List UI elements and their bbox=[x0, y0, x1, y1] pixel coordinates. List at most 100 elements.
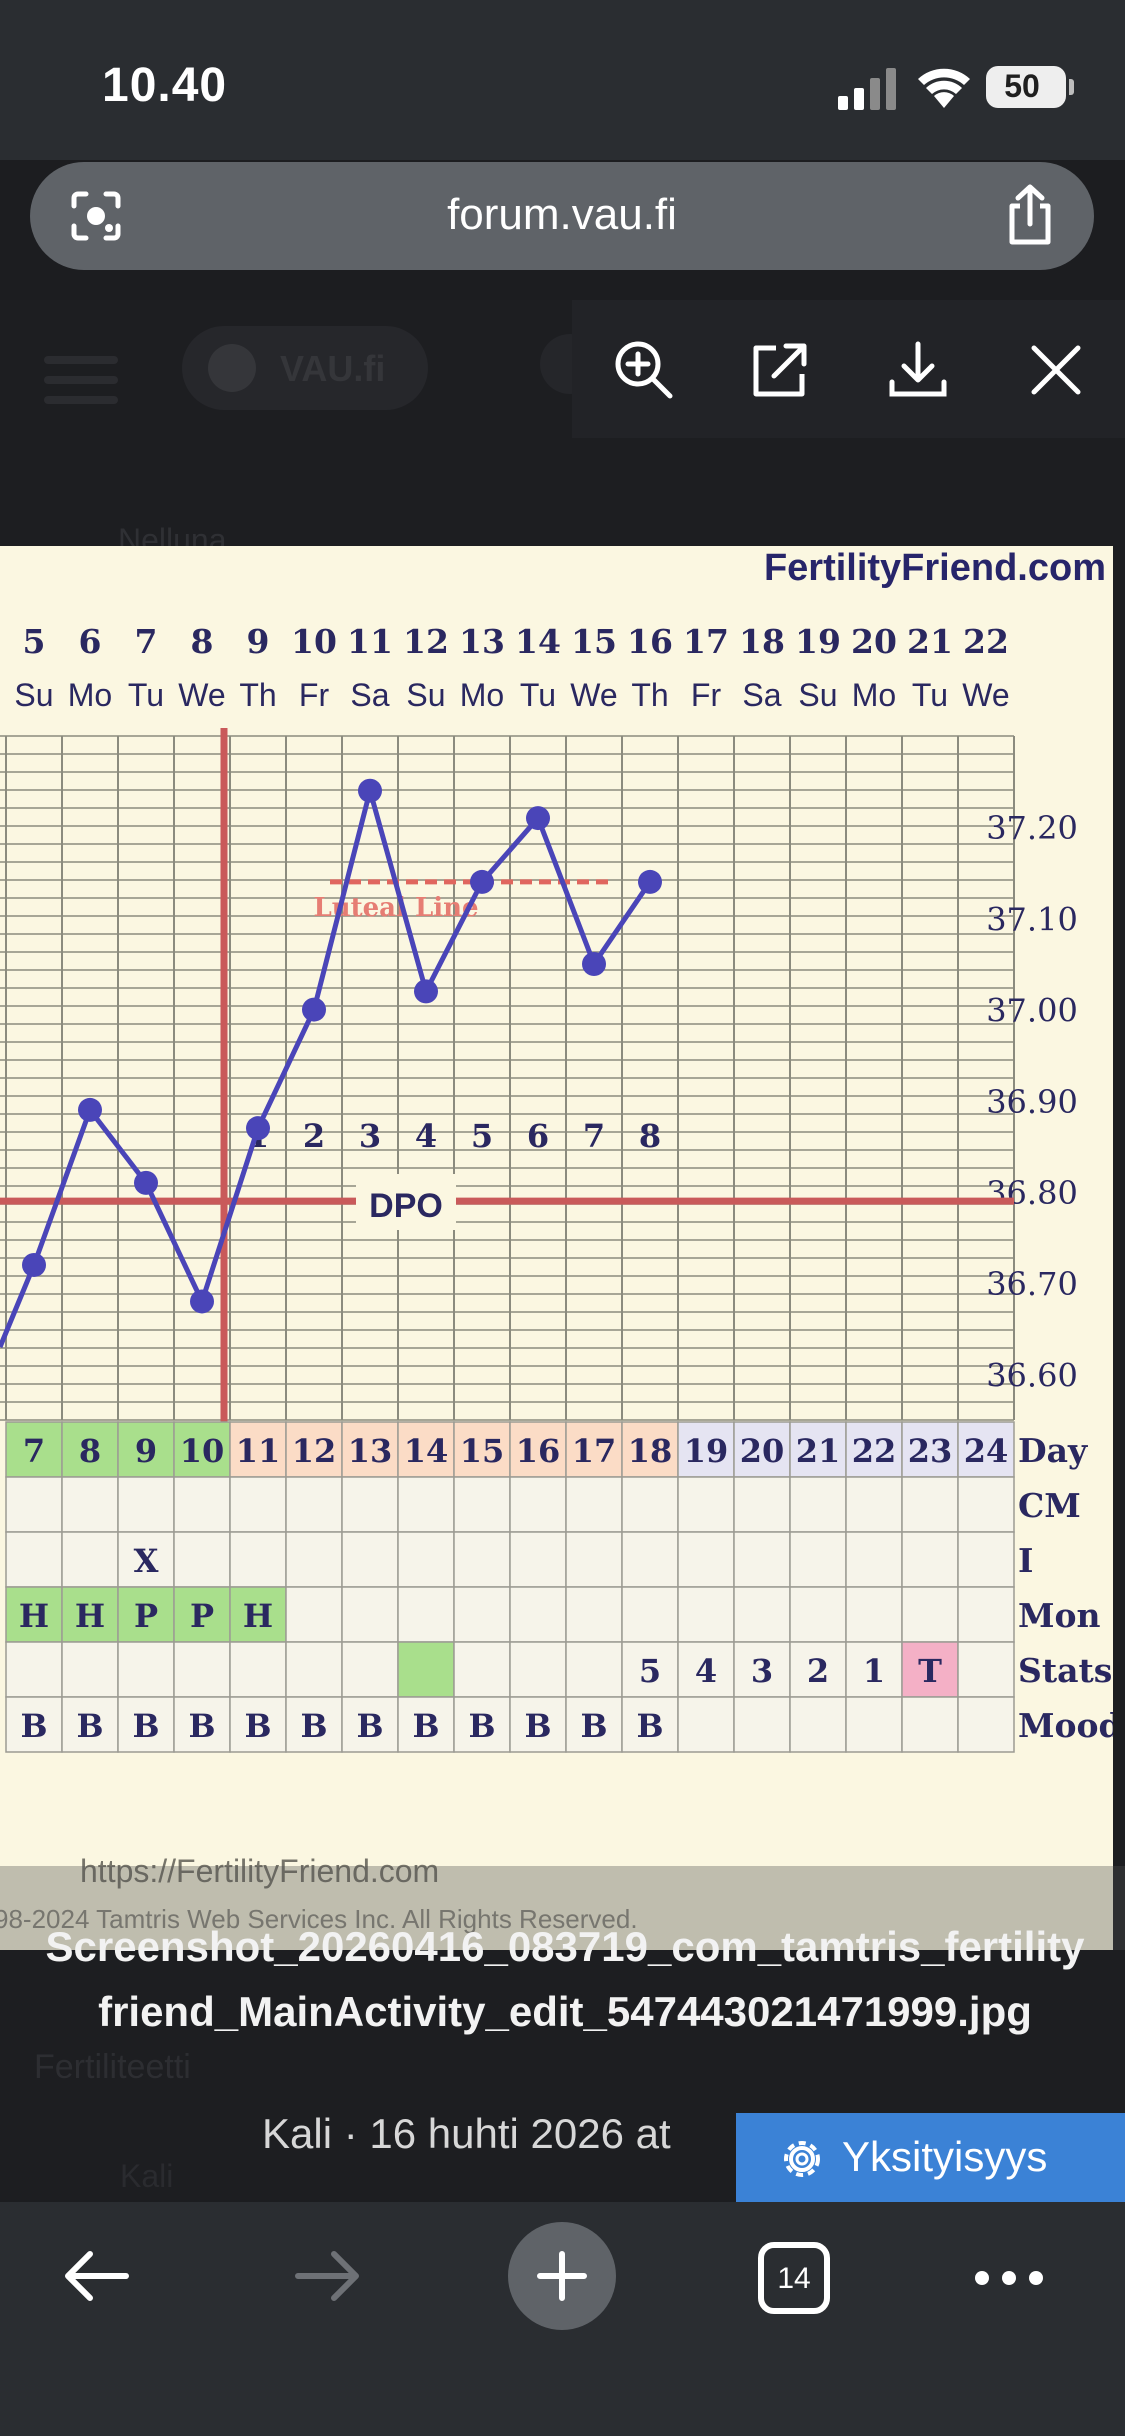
date-number: 18 bbox=[739, 622, 785, 661]
table-cell bbox=[341, 1531, 399, 1588]
weekday-label: Su bbox=[798, 677, 837, 713]
weekday-label: Mo bbox=[852, 677, 896, 713]
table-cell-value: 21 bbox=[796, 1432, 841, 1470]
table-cell bbox=[845, 1531, 903, 1588]
site-logo-text: VAU.fi bbox=[280, 348, 386, 389]
table-cell bbox=[5, 1476, 63, 1533]
temperature-point bbox=[134, 1170, 158, 1195]
table-cell-value: 3 bbox=[751, 1652, 773, 1690]
weekday-label: Mo bbox=[460, 677, 504, 713]
date-number: 5 bbox=[23, 622, 46, 661]
table-cell-value: B bbox=[524, 1707, 551, 1745]
table-cell bbox=[341, 1476, 399, 1533]
table-cell bbox=[509, 1641, 567, 1698]
table-cell bbox=[957, 1531, 1015, 1588]
table-cell bbox=[61, 1641, 119, 1698]
forward-arrow-icon[interactable] bbox=[292, 2246, 364, 2306]
table-cell-value: 11 bbox=[236, 1432, 281, 1470]
table-cell-value: 12 bbox=[292, 1432, 337, 1470]
close-icon[interactable] bbox=[1024, 338, 1088, 402]
table-cell-value: B bbox=[132, 1707, 159, 1745]
y-tick-label: 36.60 bbox=[986, 1356, 1078, 1394]
table-cell bbox=[901, 1586, 959, 1643]
temperature-point bbox=[638, 869, 662, 894]
table-cell-value: B bbox=[244, 1707, 271, 1745]
open-external-icon[interactable] bbox=[748, 338, 812, 402]
zoom-in-icon[interactable] bbox=[612, 338, 676, 402]
table-cell bbox=[397, 1696, 455, 1753]
download-icon[interactable] bbox=[886, 338, 950, 402]
table-cell bbox=[229, 1586, 287, 1643]
table-cell-value: 8 bbox=[79, 1432, 101, 1470]
table-cell bbox=[789, 1586, 847, 1643]
url-text[interactable]: forum.vau.fi bbox=[447, 190, 677, 239]
table-cell bbox=[173, 1641, 231, 1698]
weekday-label: Tu bbox=[520, 677, 556, 713]
chart-brand: FertilityFriend.com bbox=[764, 547, 1106, 589]
table-cell bbox=[789, 1696, 847, 1753]
table-cell bbox=[509, 1476, 567, 1533]
dpo-number: 5 bbox=[471, 1117, 493, 1155]
row-label: Stats bbox=[1018, 1651, 1112, 1690]
date-number: 17 bbox=[683, 622, 729, 661]
new-tab-button[interactable] bbox=[508, 2222, 616, 2330]
table-cell-value: H bbox=[19, 1597, 49, 1635]
table-cell-value: 7 bbox=[23, 1432, 45, 1470]
table-cell bbox=[565, 1586, 623, 1643]
table-cell bbox=[5, 1586, 63, 1643]
plus-icon bbox=[537, 2251, 587, 2301]
table-cell bbox=[61, 1531, 119, 1588]
table-cell bbox=[565, 1476, 623, 1533]
bottom-navigation: 14 bbox=[0, 2202, 1125, 2436]
visual-search-icon[interactable] bbox=[66, 186, 126, 246]
table-cell-value: 13 bbox=[348, 1432, 393, 1470]
weekday-label: Sa bbox=[742, 677, 781, 713]
menu-icon bbox=[44, 356, 118, 406]
more-options-icon[interactable] bbox=[972, 2268, 1046, 2288]
address-bar[interactable]: forum.vau.fi bbox=[30, 162, 1094, 270]
battery-indicator: 50 bbox=[986, 66, 1074, 108]
date-number: 10 bbox=[291, 622, 337, 661]
table-cell bbox=[733, 1531, 791, 1588]
temperature-point bbox=[190, 1289, 214, 1314]
weekday-label: Sa bbox=[350, 677, 389, 713]
table-cell bbox=[789, 1476, 847, 1533]
privacy-label: Yksityisyys bbox=[842, 2133, 1048, 2180]
wifi-icon bbox=[918, 68, 970, 108]
back-arrow-icon[interactable] bbox=[60, 2246, 132, 2306]
privacy-button[interactable]: Yksityisyys bbox=[736, 2113, 1125, 2203]
table-cell bbox=[901, 1696, 959, 1753]
table-cell bbox=[845, 1421, 903, 1478]
chart-image[interactable]: FertilityFriend.com 5 6 7 8 9 10 11 12 13 14 15 16 17… bbox=[0, 546, 1113, 1950]
table-cell bbox=[677, 1531, 735, 1588]
tab-count: 14 bbox=[777, 2262, 811, 2295]
image-filename: Screenshot_20260416_083719_com_tamtris_f… bbox=[45, 1923, 1085, 2035]
table-cell bbox=[285, 1476, 343, 1533]
row-label: Mon bbox=[1018, 1596, 1101, 1635]
share-icon[interactable] bbox=[1002, 184, 1058, 246]
tab-switcher-button[interactable]: 14 bbox=[758, 2242, 830, 2314]
table-cell-value: 22 bbox=[852, 1432, 897, 1470]
table-cell-value: B bbox=[468, 1707, 495, 1745]
table-cell bbox=[229, 1531, 287, 1588]
table-cell bbox=[453, 1586, 511, 1643]
table-cell-value: 9 bbox=[135, 1432, 157, 1470]
table-cell bbox=[845, 1586, 903, 1643]
table-cell-value: 1 bbox=[863, 1652, 885, 1690]
weekday-label: Th bbox=[239, 677, 276, 713]
table-cell bbox=[285, 1696, 343, 1753]
table-cell bbox=[229, 1696, 287, 1753]
weekday-label: Th bbox=[631, 677, 668, 713]
table-cell bbox=[565, 1696, 623, 1753]
table-cell bbox=[733, 1476, 791, 1533]
table-cell bbox=[173, 1476, 231, 1533]
image-meta: Kali · 16 huhti 2026 at bbox=[262, 2110, 671, 2157]
table-cell bbox=[285, 1641, 343, 1698]
table-cell bbox=[397, 1586, 455, 1643]
table-cell-value: T bbox=[918, 1652, 942, 1690]
gear-icon bbox=[784, 2141, 820, 2177]
table-cell-value: B bbox=[356, 1707, 383, 1745]
table-cell-value: 17 bbox=[572, 1432, 617, 1470]
table-cell bbox=[61, 1476, 119, 1533]
weekday-label: Fr bbox=[691, 677, 722, 713]
